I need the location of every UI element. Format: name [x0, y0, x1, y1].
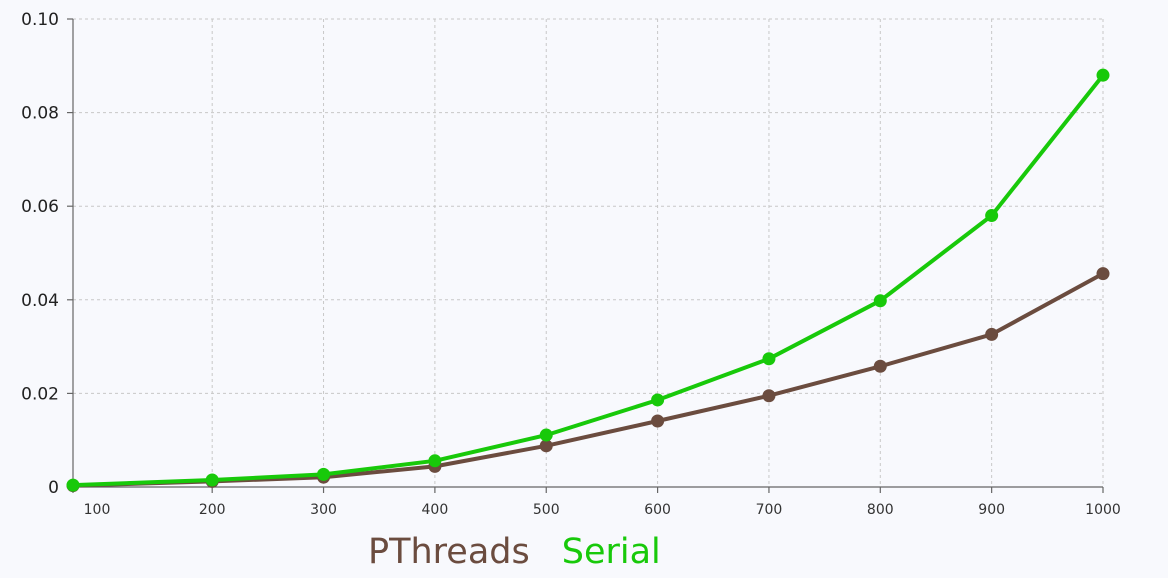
data-point-serial: [317, 467, 331, 481]
y-tick-label: 0.08: [21, 104, 59, 124]
data-point-pthreads: [762, 389, 776, 403]
data-point-serial: [205, 473, 219, 487]
data-point-serial: [985, 209, 999, 223]
x-tick-label: 600: [644, 502, 671, 518]
x-tick-label: 200: [199, 502, 226, 518]
data-point-serial: [873, 294, 887, 308]
legend: PThreads Serial: [368, 530, 661, 574]
y-tick-label: 0.04: [21, 291, 59, 311]
data-point-pthreads: [985, 327, 999, 341]
series-line-pthreads: [71, 271, 1105, 488]
x-tick-label: 700: [756, 502, 783, 518]
x-tick-label: 500: [533, 502, 560, 518]
data-point-pthreads: [873, 359, 887, 373]
data-point-serial: [762, 352, 776, 366]
series-line-serial: [71, 73, 1105, 488]
y-tick-label: 0.02: [21, 384, 59, 404]
y-tick-label: 0.06: [21, 197, 59, 217]
data-point-serial: [539, 428, 553, 442]
data-point-pthreads: [1096, 267, 1110, 281]
legend-item-serial[interactable]: Serial: [561, 532, 661, 572]
x-tick-label: 300: [310, 502, 337, 518]
x-tick-label: 800: [867, 502, 894, 518]
y-tick-label: 0.10: [21, 10, 59, 30]
data-point-serial: [66, 478, 80, 492]
x-tick-label: 400: [422, 502, 449, 518]
data-point-serial: [1096, 68, 1110, 82]
y-tick-label: 0: [48, 478, 59, 498]
data-point-pthreads: [539, 439, 553, 453]
legend-item-pthreads[interactable]: PThreads: [368, 532, 530, 572]
x-tick-label: 1000: [1085, 502, 1121, 518]
x-tick-label: 100: [84, 502, 111, 518]
data-point-serial: [428, 454, 442, 468]
data-point-serial: [651, 393, 665, 407]
data-point-pthreads: [651, 414, 665, 428]
x-tick-label: 900: [978, 502, 1005, 518]
